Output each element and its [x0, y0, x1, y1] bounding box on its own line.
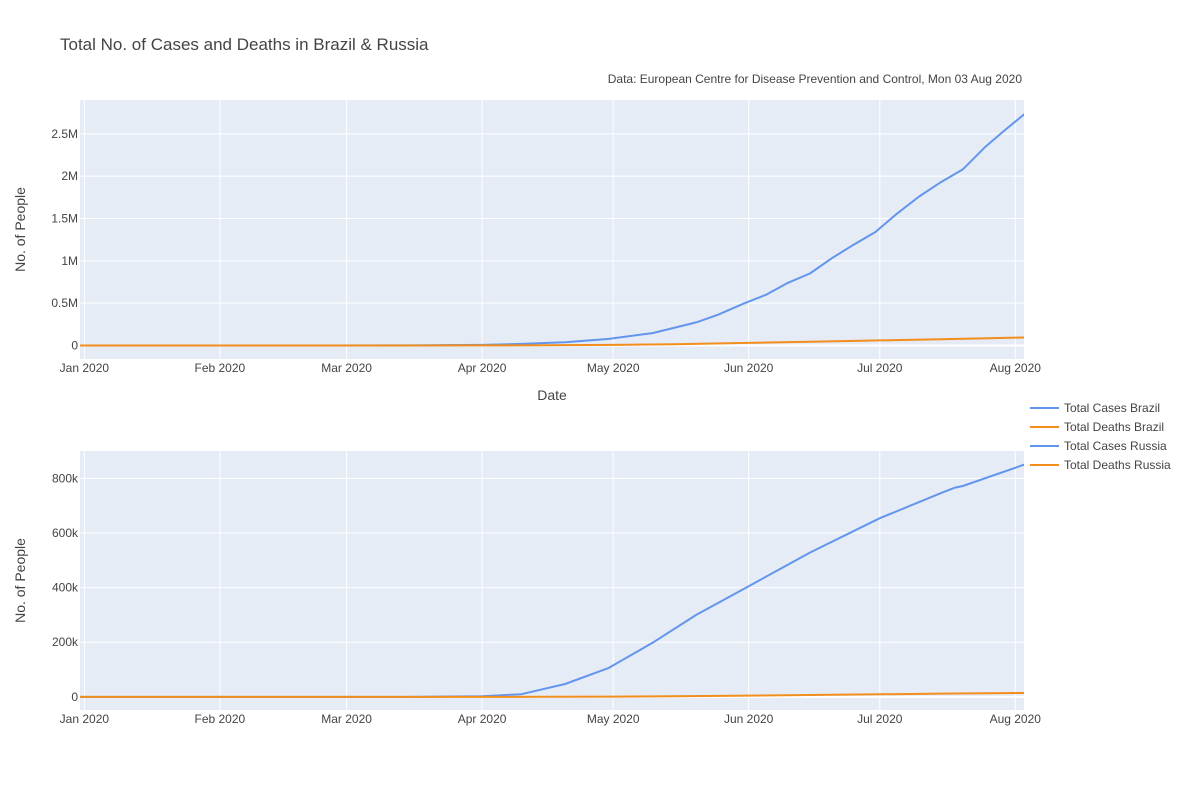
x-tick-label: Feb 2020 [194, 361, 245, 375]
chart-subtitle: Data: European Centre for Disease Preven… [608, 72, 1023, 86]
x-tick-label: May 2020 [587, 712, 640, 726]
plot-background [80, 100, 1024, 359]
x-tick-label: Mar 2020 [321, 712, 372, 726]
legend-label-total-deaths-brazil: Total Deaths Brazil [1064, 420, 1164, 434]
x-tick-label: Jun 2020 [724, 361, 774, 375]
y-tick-label: 800k [52, 471, 79, 485]
legend: Total Cases Brazil Total Deaths Brazil Tot… [1030, 401, 1171, 472]
x-tick-label: Mar 2020 [321, 361, 372, 375]
plot-background [80, 451, 1024, 710]
subplot-brazil: Jan 2020 Feb 2020 Mar 2020 Apr 2020 May 2020… [12, 100, 1041, 403]
series-line-total-deaths-brazil [80, 336, 1024, 347]
x-tick-label: Aug 2020 [990, 712, 1042, 726]
x-tick-label: Jan 2020 [60, 712, 110, 726]
x-tick-label: Aug 2020 [990, 361, 1042, 375]
subplot-russia: Jan 2020 Feb 2020 Mar 2020 Apr 2020 May 2020… [12, 451, 1041, 726]
y-axis-label: No. of People [12, 538, 28, 623]
legend-label-total-deaths-russia: Total Deaths Russia [1064, 458, 1171, 472]
chart-title: Total No. of Cases and Deaths in Brazil … [60, 35, 429, 54]
x-tick-label: Jan 2020 [60, 361, 110, 375]
y-tick-label: 0 [71, 338, 78, 352]
series-line-total-cases-brazil [80, 113, 1024, 347]
x-tick-label: Apr 2020 [458, 712, 507, 726]
x-tick-label: May 2020 [587, 361, 640, 375]
legend-label-total-cases-russia: Total Cases Russia [1064, 439, 1167, 453]
y-tick-label: 2M [61, 169, 78, 183]
y-tick-label: 1M [61, 254, 78, 268]
x-tick-label: Jun 2020 [724, 712, 774, 726]
x-tick-label: Jul 2020 [857, 361, 903, 375]
y-axis-label: No. of People [12, 187, 28, 272]
y-tick-label: 1.5M [51, 211, 78, 225]
series-line-total-cases-russia [80, 463, 1024, 698]
series-line-total-deaths-russia [80, 692, 1024, 698]
x-tick-label: Jul 2020 [857, 712, 903, 726]
y-tick-label: 400k [52, 581, 79, 595]
y-tick-label: 600k [52, 526, 79, 540]
y-tick-label: 200k [52, 635, 79, 649]
y-tick-label: 0 [71, 690, 78, 704]
x-axis-label: Date [537, 387, 567, 403]
y-tick-label: 0.5M [51, 296, 78, 310]
x-tick-label: Feb 2020 [194, 712, 245, 726]
y-tick-label: 2.5M [51, 127, 78, 141]
legend-label-total-cases-brazil: Total Cases Brazil [1064, 401, 1160, 415]
x-tick-label: Apr 2020 [458, 361, 507, 375]
